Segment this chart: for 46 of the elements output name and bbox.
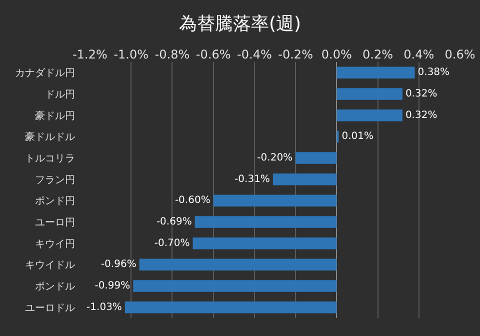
x-tick-label: -0.4%: [237, 48, 272, 62]
data-label: -1.03%: [86, 302, 122, 313]
data-label: -0.99%: [94, 280, 130, 292]
bar: [296, 152, 337, 164]
x-tick-label: -0.2%: [278, 48, 313, 62]
bar: [139, 258, 337, 271]
data-label: 0.32%: [405, 88, 438, 100]
data-label: -0.60%: [174, 195, 210, 206]
y-tick-label: ポンド円: [35, 196, 75, 208]
bar: [336, 109, 402, 122]
y-tick-label: フラン円: [35, 174, 75, 186]
y-tick-label: ポンドル: [35, 282, 75, 292]
y-tick-label: 豪ドル円: [35, 110, 75, 122]
y-tick-label: ユーロ円: [35, 218, 75, 228]
y-tick-label: 豪ドルドル: [25, 131, 75, 144]
bar: [336, 88, 402, 100]
y-tick-label: カナダドル円: [15, 67, 75, 80]
bar: [194, 216, 337, 228]
bar: [192, 237, 337, 250]
bar: [133, 280, 337, 292]
data-label: 0.32%: [405, 110, 438, 121]
y-tick-label: トルコリラ: [25, 154, 75, 164]
data-label: 0.38%: [418, 67, 450, 78]
x-tick-label: 0.4%: [404, 48, 434, 62]
x-tick-label: -0.8%: [154, 48, 190, 62]
x-tick-label: 0.2%: [362, 48, 394, 62]
y-tick-label: ユーロドル: [25, 302, 75, 314]
data-label: -0.70%: [154, 238, 190, 249]
data-label: -0.96%: [100, 259, 136, 270]
bar: [336, 66, 415, 79]
data-label: 0.01%: [342, 131, 374, 142]
bar: [272, 173, 337, 186]
data-label: -0.20%: [257, 152, 293, 164]
y-tick-label: キウイドル: [25, 260, 75, 272]
data-label: -0.69%: [156, 216, 192, 228]
chart-title: 為替騰落率(週): [178, 13, 302, 34]
bar: [124, 301, 337, 314]
x-tick-label: 0.0%: [321, 48, 352, 62]
data-label: -0.31%: [234, 174, 270, 185]
x-tick-label: 0.6%: [444, 48, 476, 62]
y-tick-label: ドル円: [45, 90, 75, 100]
x-tick-label: -0.6%: [196, 48, 231, 62]
x-tick-label: -1.2%: [72, 48, 108, 62]
x-tick-label: -1.0%: [114, 48, 149, 62]
y-tick-label: キウイ円: [35, 238, 75, 250]
bar: [213, 194, 337, 207]
